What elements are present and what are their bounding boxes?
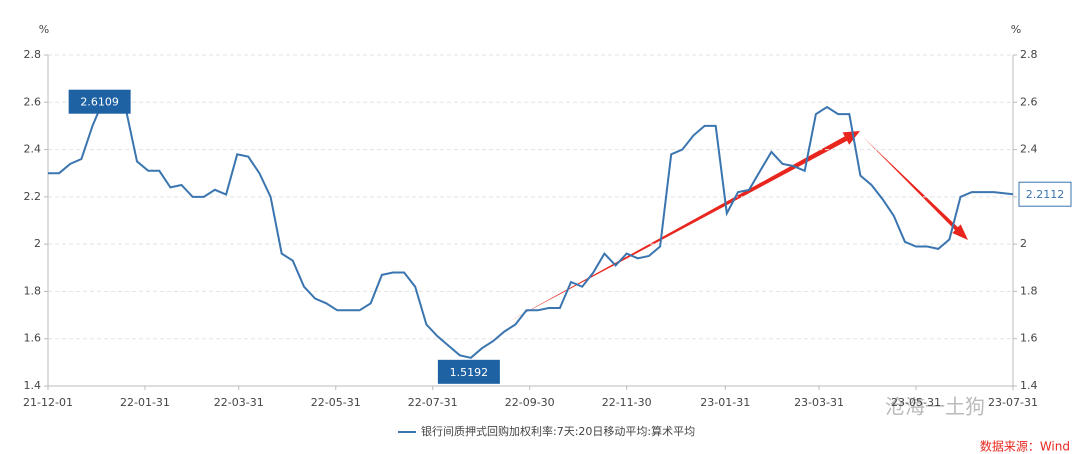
x-tick-label: 22-07-31 <box>408 396 458 409</box>
x-tick-label: 22-05-31 <box>311 396 361 409</box>
y2-axis-unit: % <box>1011 23 1021 36</box>
watermark: 沧海一土狗 <box>885 395 985 419</box>
data-label: 2.2112 <box>1026 188 1065 201</box>
x-tick-label: 23-05-31 <box>891 396 941 409</box>
x-tick-label: 23-01-31 <box>700 396 750 409</box>
y-tick-label: 2.4 <box>24 143 42 156</box>
x-tick-label: 23-03-31 <box>794 396 844 409</box>
data-label-box <box>68 89 131 114</box>
y2-tick-label: 2.4 <box>1020 143 1038 156</box>
y-tick-label: 2.8 <box>24 48 42 61</box>
x-tick-label: 21-12-01 <box>23 396 73 409</box>
y2-tick-label: 2 <box>1020 237 1027 250</box>
x-tick-label: 22-03-31 <box>214 396 264 409</box>
y-tick-label: 1.6 <box>24 332 42 345</box>
y-tick-label: 1.4 <box>24 379 42 392</box>
y2-tick-label: 1.8 <box>1020 284 1038 297</box>
y-tick-label: 2.2 <box>24 190 42 203</box>
x-tick-label: 22-11-30 <box>602 396 652 409</box>
line-series <box>48 97 1014 359</box>
y-tick-label: 2.6 <box>24 95 42 108</box>
data-label-box <box>1018 181 1072 207</box>
x-tick-label: 22-01-31 <box>120 396 170 409</box>
y-tick-label: 1.8 <box>24 284 42 297</box>
data-label: 2.6109 <box>80 96 119 109</box>
source-note: 数据来源：Wind <box>980 439 1070 454</box>
y2-tick-label: 2.6 <box>1020 95 1038 108</box>
y-tick-label: 2 <box>34 237 41 250</box>
trend-arrow-up <box>508 131 860 322</box>
y2-tick-label: 1.4 <box>1020 379 1038 392</box>
y2-tick-label: 1.6 <box>1020 332 1038 345</box>
x-tick-label: 23-07-31 <box>988 396 1038 409</box>
y2-tick-label: 2.8 <box>1020 48 1038 61</box>
legend-label: 银行间质押式回购加权利率:7天:20日移动平均:算术平均 <box>421 424 695 438</box>
trend-arrow-down <box>863 137 968 240</box>
y-axis-unit: % <box>39 23 49 36</box>
data-label: 1.5192 <box>450 366 489 379</box>
data-label-box <box>437 359 500 384</box>
x-tick-label: 22-09-30 <box>505 396 555 409</box>
